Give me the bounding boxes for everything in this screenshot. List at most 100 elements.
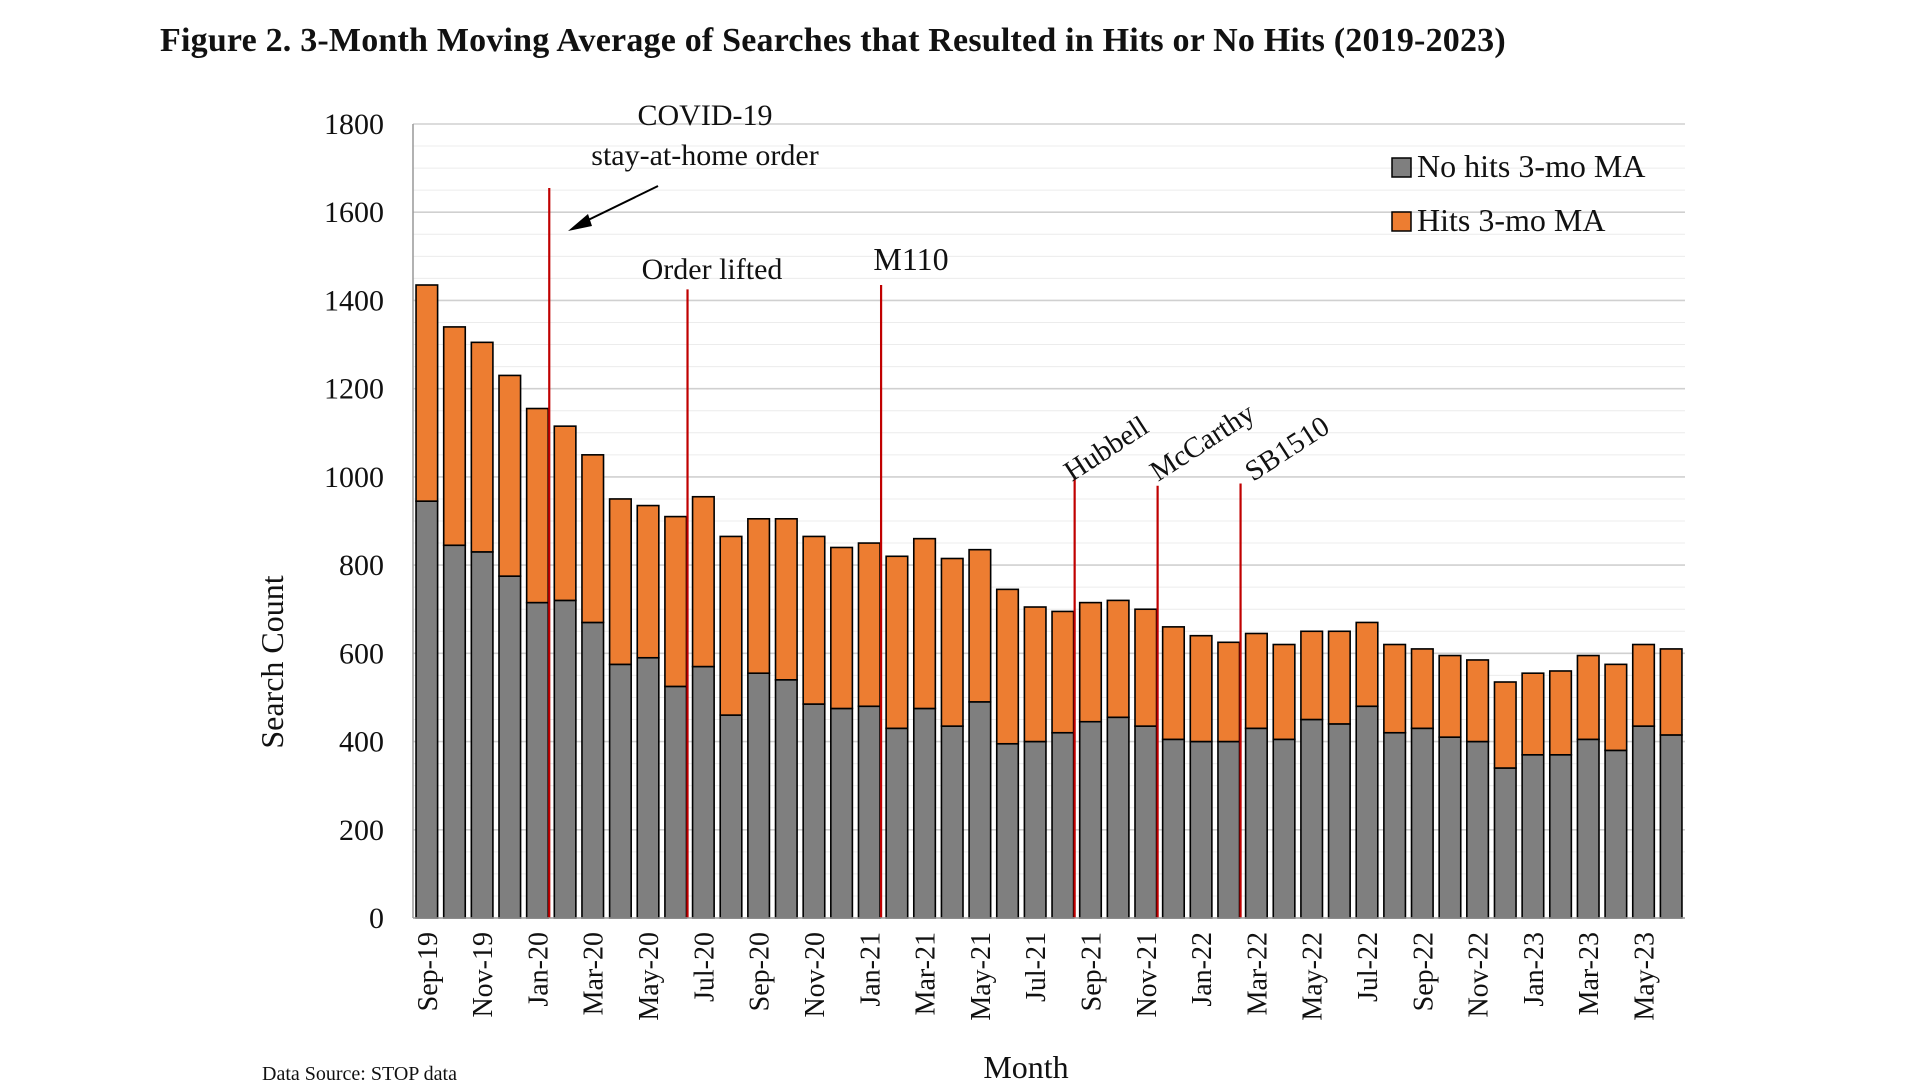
x-tick-label: Mar-21 [911, 932, 942, 1015]
x-tick-label: Mar-20 [579, 932, 610, 1015]
bar-hits-Jan-23 [1521, 672, 1545, 756]
x-tick-label: Nov-22 [1464, 932, 1495, 1018]
bar-hits-Jan-21 [857, 542, 881, 708]
bar-hits-Jul-21 [1023, 606, 1047, 743]
bar-hits-Jan-20 [525, 407, 550, 604]
bar-no-hits-Mar-20 [581, 621, 605, 919]
y-tick-label: 1400 [324, 284, 384, 317]
bar-no-hits-May-21 [968, 701, 992, 919]
bar-hits-Sep-21 [1078, 601, 1103, 723]
bar-hits-Apr-22 [1272, 643, 1296, 741]
legend-label-no-hits: No hits 3-mo MA [1417, 148, 1645, 184]
bar-hits-Dec-21 [1161, 626, 1186, 741]
bar-no-hits-May-23 [1631, 725, 1656, 919]
bar-no-hits-Apr-22 [1272, 738, 1296, 919]
y-axis-title: Search Count [254, 575, 290, 748]
bar-hits-Dec-19 [498, 374, 522, 577]
x-axis-title: Month [983, 1049, 1068, 1080]
bar-hits-Mar-20 [581, 454, 605, 624]
bar-no-hits-Jul-22 [1355, 705, 1379, 919]
legend-swatch-no-hits [1391, 157, 1412, 178]
bar-hits-Nov-19 [470, 341, 494, 553]
bar-no-hits-Jun-21 [995, 742, 1020, 919]
bar-no-hits-Aug-22 [1383, 731, 1407, 919]
x-tick-label: May-23 [1630, 932, 1661, 1021]
bar-no-hits-Sep-22 [1410, 727, 1434, 919]
bar-hits-Feb-23 [1548, 670, 1573, 756]
bar-hits-Oct-21 [1106, 599, 1130, 719]
event-label-m110: M110 [873, 241, 948, 277]
bar-no-hits-Jan-20 [525, 601, 550, 919]
bar-hits-Aug-20 [719, 535, 743, 716]
x-tick-label: Jan-20 [523, 932, 554, 1007]
bar-no-hits-Jul-21 [1023, 740, 1047, 919]
bar-no-hits-Nov-19 [470, 551, 494, 919]
bar-hits-Jun-20 [664, 515, 688, 688]
y-tick-label: 1000 [324, 461, 384, 494]
bar-hits-Feb-22 [1217, 641, 1241, 743]
bar-no-hits-Oct-20 [774, 678, 798, 919]
bar-hits-Feb-20 [553, 425, 577, 602]
bar-no-hits-Jan-23 [1521, 753, 1545, 919]
bar-no-hits-Feb-21 [885, 727, 909, 919]
y-tick-label: 200 [339, 814, 384, 847]
bar-hits-Aug-22 [1383, 643, 1407, 734]
bar-no-hits-Nov-20 [802, 703, 826, 919]
bar-no-hits-Oct-19 [442, 544, 467, 919]
y-tick-label: 0 [369, 902, 384, 935]
bar-hits-Aug-21 [1051, 610, 1075, 734]
x-tick-label: Sep-19 [413, 932, 444, 1011]
bar-no-hits-Aug-20 [719, 714, 743, 919]
bar-no-hits-Feb-20 [553, 599, 577, 919]
bar-hits-Nov-21 [1134, 608, 1158, 727]
bar-hits-Oct-22 [1438, 654, 1462, 738]
bar-no-hits-Sep-19 [415, 500, 439, 919]
bar-no-hits-Feb-23 [1548, 753, 1573, 919]
bars [415, 284, 1683, 919]
x-tick-label: May-22 [1298, 932, 1329, 1021]
x-tick-label: Mar-23 [1574, 932, 1605, 1015]
bar-no-hits-Oct-22 [1438, 736, 1462, 919]
bar-no-hits-Jun-22 [1327, 723, 1351, 919]
bar-no-hits-Nov-21 [1134, 725, 1158, 919]
bar-hits-Sep-22 [1410, 648, 1434, 730]
bar-hits-Apr-20 [608, 498, 632, 666]
bar-no-hits-Oct-21 [1106, 716, 1130, 919]
x-tick-label: May-21 [966, 932, 997, 1021]
bar-no-hits-Nov-22 [1466, 740, 1490, 919]
legend-label-hits: Hits 3-mo MA [1417, 202, 1605, 238]
bar-hits-Jul-22 [1355, 621, 1379, 708]
bar-hits-Apr-21 [940, 557, 964, 727]
x-tick-label: Nov-19 [468, 932, 499, 1018]
bar-no-hits-Dec-20 [830, 707, 854, 919]
bar-no-hits-Aug-21 [1051, 731, 1075, 919]
x-tick-label: Sep-20 [745, 932, 776, 1011]
x-tick-label: Sep-22 [1408, 932, 1439, 1011]
figure-title: Figure 2. 3-Month Moving Average of Sear… [160, 22, 1506, 59]
bar-hits-Mar-21 [912, 537, 937, 710]
y-tick-label: 1600 [324, 196, 384, 229]
bar-no-hits-Apr-20 [608, 663, 632, 919]
bar-hits-Dec-20 [830, 546, 854, 710]
y-tick-label: 600 [339, 637, 384, 670]
bar-hits-Jul-20 [691, 495, 715, 668]
x-tick-label: Sep-21 [1076, 932, 1107, 1011]
data-source-note: Data Source: STOP data [262, 1063, 457, 1085]
x-tick-label: Jan-23 [1519, 932, 1550, 1007]
bar-hits-Jun-21 [995, 588, 1020, 745]
bar-hits-Jan-22 [1189, 634, 1213, 743]
bar-no-hits-Mar-22 [1244, 727, 1268, 919]
x-tick-label: Mar-22 [1242, 932, 1273, 1015]
bar-no-hits-Mar-21 [912, 707, 937, 919]
bar-hits-May-20 [636, 504, 660, 659]
bar-no-hits-Feb-22 [1217, 740, 1241, 919]
bar-no-hits-Mar-23 [1576, 738, 1600, 919]
bar-hits-May-21 [968, 548, 992, 703]
bar-hits-Mar-23 [1576, 654, 1600, 741]
y-tick-label: 800 [339, 549, 384, 582]
bar-hits-Dec-22 [1493, 681, 1517, 769]
event-label-covid-line2: stay-at-home order [591, 139, 818, 172]
x-tick-label: Jul-22 [1353, 932, 1384, 1002]
bar-hits-May-22 [1300, 630, 1324, 721]
bar-hits-Sep-20 [747, 517, 771, 674]
